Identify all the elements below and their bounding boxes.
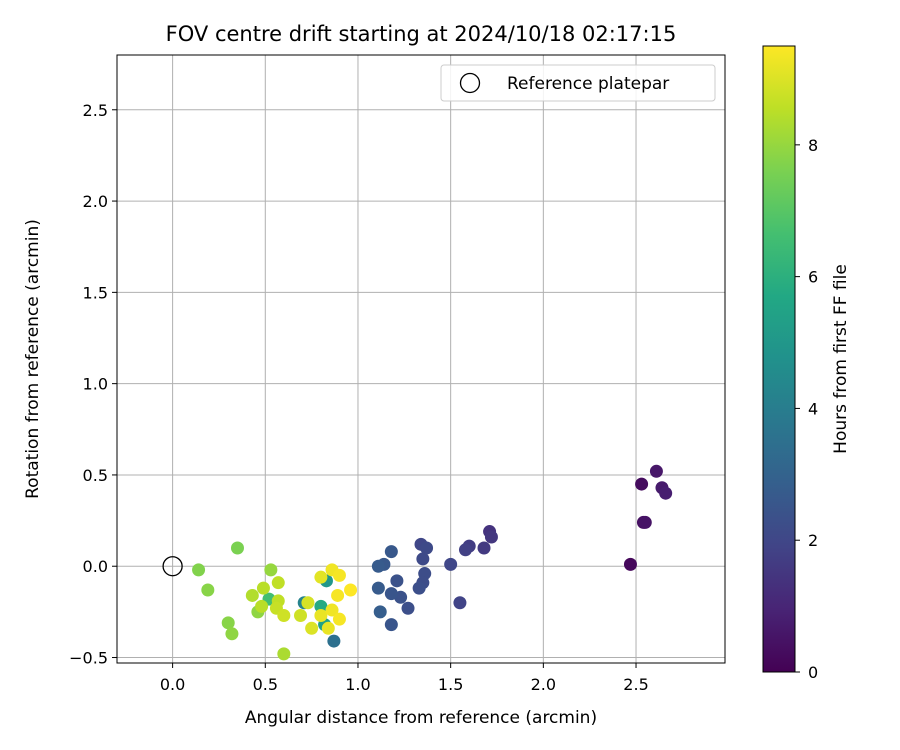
data-point <box>314 609 328 623</box>
plot-frame <box>116 54 726 664</box>
legend-label: Reference platepar <box>507 74 669 94</box>
y-tick-label: −0.5 <box>69 649 108 668</box>
data-point <box>373 605 387 619</box>
data-point <box>294 609 308 623</box>
y-axis-label: Rotation from reference (arcmin) <box>23 219 43 499</box>
colorbar-tick-label: 6 <box>808 268 818 287</box>
data-point <box>371 559 385 573</box>
data-point <box>305 621 319 635</box>
grid-lines <box>117 55 725 663</box>
data-point <box>638 515 652 529</box>
y-tick-label: 1.0 <box>83 375 108 394</box>
data-point <box>371 581 385 595</box>
data-point <box>484 530 498 544</box>
data-point <box>256 581 270 595</box>
data-points <box>192 464 673 661</box>
data-point <box>477 541 491 555</box>
data-point <box>264 563 278 577</box>
data-point <box>314 599 328 613</box>
data-point <box>453 596 467 610</box>
data-point <box>390 574 404 588</box>
colorbar-ticks: 0 2 4 6 8 <box>795 136 818 682</box>
data-point <box>344 583 358 597</box>
x-tick-label: 2.5 <box>623 675 648 694</box>
colorbar-tick-label: 4 <box>808 399 818 418</box>
data-point <box>327 634 341 648</box>
data-point <box>301 596 315 610</box>
y-tick-label: 1.5 <box>83 283 108 302</box>
data-point <box>331 588 345 602</box>
data-point <box>401 601 415 615</box>
y-tick-label: 2.5 <box>83 101 108 120</box>
data-point <box>623 557 637 571</box>
colorbar-label: Hours from first FF file <box>831 264 851 454</box>
x-tick-label: 1.0 <box>345 675 370 694</box>
data-point <box>420 541 434 555</box>
data-point <box>255 599 269 613</box>
y-tick-label: 2.0 <box>83 192 108 211</box>
chart-title: FOV centre drift starting at 2024/10/18 … <box>166 22 677 46</box>
data-point <box>416 552 430 566</box>
data-point <box>325 603 339 617</box>
x-tick-label: 1.5 <box>438 675 463 694</box>
x-tick-label: 0.0 <box>160 675 185 694</box>
colorbar-tick-label: 2 <box>808 531 818 550</box>
data-point <box>649 464 663 478</box>
x-axis-ticks: 0.0 0.5 1.0 1.5 2.0 2.5 <box>160 663 649 694</box>
x-tick-label: 2.0 <box>531 675 556 694</box>
data-point <box>659 486 673 500</box>
y-tick-label: 0.5 <box>83 466 108 485</box>
legend-marker-icon <box>459 72 481 94</box>
data-point <box>201 583 215 597</box>
x-axis-label: Angular distance from reference (arcmin) <box>245 708 597 728</box>
data-point <box>230 541 244 555</box>
data-point <box>384 587 398 601</box>
y-tick-label: 0.0 <box>83 557 108 576</box>
colorbar-tick-label: 8 <box>808 136 818 155</box>
data-point <box>332 612 346 626</box>
colorbar: 0 2 4 6 8 Hours from first FF file <box>762 45 851 682</box>
data-point <box>192 563 206 577</box>
data-point <box>245 588 259 602</box>
data-point <box>277 647 291 661</box>
data-point <box>384 545 398 559</box>
colorbar-gradient <box>762 45 796 673</box>
colorbar-tick-label: 0 <box>808 663 818 682</box>
data-point <box>225 627 239 641</box>
reference-platepar-marker <box>162 556 183 577</box>
legend: Reference platepar <box>440 64 716 102</box>
data-point <box>444 557 458 571</box>
data-point <box>321 621 335 635</box>
data-point <box>635 477 649 491</box>
x-tick-label: 0.5 <box>253 675 278 694</box>
legend-box <box>440 64 716 102</box>
data-point <box>314 570 328 584</box>
data-point <box>271 576 285 590</box>
data-point <box>332 568 346 582</box>
data-point <box>277 609 291 623</box>
data-point <box>221 616 235 630</box>
data-point <box>412 581 426 595</box>
data-point <box>458 543 472 557</box>
y-axis-ticks: −0.5 0.0 0.5 1.0 1.5 2.0 2.5 <box>69 101 117 668</box>
data-point <box>384 618 398 632</box>
